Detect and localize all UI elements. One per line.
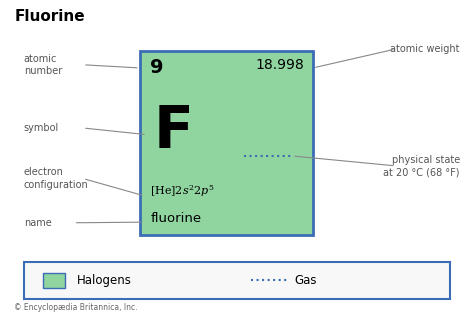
Text: symbol: symbol [24,123,59,133]
Text: atomic weight: atomic weight [390,44,460,54]
Text: name: name [24,218,52,228]
Text: 18.998: 18.998 [255,58,304,72]
Text: physical state
at 20 °C (68 °F): physical state at 20 °C (68 °F) [383,155,460,177]
Bar [43,273,65,288]
Text: Halogens: Halogens [77,274,132,287]
Text: $\mathrm{[He]2}s^{\mathrm{2}}\mathrm{2}p^{\mathrm{5}}$: $\mathrm{[He]2}s^{\mathrm{2}}\mathrm{2}p… [150,183,215,199]
Bar [24,262,450,299]
Text: Fluorine: Fluorine [14,9,85,24]
Text: © Encyclopædia Britannica, Inc.: © Encyclopædia Britannica, Inc. [14,303,138,312]
Bar [140,51,313,235]
Text: fluorine: fluorine [150,212,201,225]
Text: F: F [154,103,194,161]
Text: electron
configuration: electron configuration [24,167,89,190]
Text: 9: 9 [150,58,164,77]
Text: atomic
number: atomic number [24,54,62,76]
Text: Gas: Gas [294,274,316,287]
